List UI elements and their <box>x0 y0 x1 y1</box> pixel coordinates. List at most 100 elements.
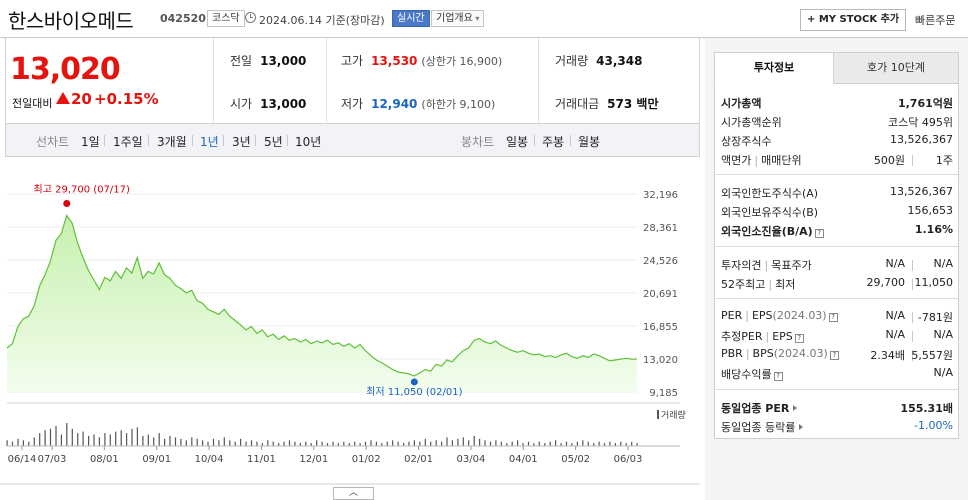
opinion-row: 투자의견 | 목표주가 N/A N/A <box>721 257 953 275</box>
tab-10y[interactable]: 10년 <box>295 135 322 149</box>
tab-monthly-candle[interactable]: 월봉 <box>578 135 601 149</box>
info-icon[interactable]: ? <box>794 334 804 343</box>
low-marker <box>410 378 418 386</box>
divider <box>912 331 913 342</box>
volume-bar <box>93 434 95 446</box>
par-value: 500원 <box>873 154 905 167</box>
divider <box>192 135 193 146</box>
pbr-label-text: PBR <box>721 347 743 360</box>
volume-bar <box>397 441 399 446</box>
high-value: 13,530 <box>371 54 418 68</box>
volume-bar <box>120 430 122 446</box>
volume-bar <box>430 441 432 446</box>
tab-daily-candle[interactable]: 일봉 <box>506 135 529 149</box>
volume-bar <box>576 441 578 446</box>
volume-bar <box>609 441 611 446</box>
shares-row: 상장주식수 13,526,367 <box>721 133 953 151</box>
volume-bar <box>381 443 383 446</box>
investment-info-panel: 투자정보 호가 10단계 시가총액 1,761억원 시가총액순위 코스닥 495… <box>705 38 968 500</box>
tab-weekly-candle[interactable]: 주봉 <box>542 135 565 149</box>
est-eps-label: EPS <box>772 330 793 343</box>
x-axis-label: 01/02 <box>352 454 381 465</box>
price-chart[interactable]: 32,196 28,361 24,526 20,691 16,855 13,020 9,18… <box>0 157 700 500</box>
info-icon[interactable]: ? <box>829 351 839 360</box>
volume-bar <box>451 440 453 447</box>
collapse-chart-button[interactable]: ︿ <box>333 487 374 500</box>
volume-bar <box>565 441 568 446</box>
eps-label: EPS <box>751 309 773 322</box>
volume-bar <box>636 443 638 446</box>
company-overview-button[interactable]: 기업개요 ▾ <box>431 10 485 27</box>
x-axis-label: 06/03 <box>614 454 643 465</box>
volume-bar <box>88 435 90 446</box>
pbr-row: PBR | BPS(2024.03)? 2.34배 5,557원 <box>721 347 953 365</box>
add-mystock-button[interactable]: + MY STOCK 추가 <box>800 9 907 31</box>
volume-bar <box>446 437 448 446</box>
tab-5y[interactable]: 5년 <box>264 135 283 149</box>
volume-bar <box>332 441 334 446</box>
divider <box>223 135 224 146</box>
realtime-button[interactable]: 실시간 <box>392 10 430 27</box>
volume-bar <box>261 443 263 446</box>
info-icon[interactable]: ? <box>828 313 838 322</box>
divider <box>534 135 535 146</box>
volume-bar <box>212 438 215 446</box>
info-icon[interactable]: ? <box>814 229 824 238</box>
volume-bar <box>39 433 41 446</box>
volume-bar <box>158 433 160 446</box>
divider <box>715 298 958 299</box>
volume-bar <box>370 440 372 447</box>
company-name[interactable]: 한스바이오메드 <box>8 9 134 33</box>
sector-change-row[interactable]: 동일업종 등락률 -1.00% <box>721 419 953 437</box>
high-label: 고가 <box>341 54 364 68</box>
volume-bar <box>17 438 19 446</box>
divider <box>213 38 214 124</box>
volume-bar <box>337 443 339 446</box>
market-cap-label: 시가총액 <box>721 97 762 110</box>
tab-3y[interactable]: 3년 <box>232 135 251 149</box>
volume-bar <box>549 441 551 446</box>
week52-low-label: 최저 <box>775 278 796 291</box>
per-value: N/A <box>885 309 905 322</box>
market-cap-row: 시가총액 1,761억원 <box>721 95 953 113</box>
volume-bar <box>479 438 481 446</box>
volume-bar <box>435 440 437 447</box>
volume-bar <box>386 441 388 446</box>
volume-bar <box>408 441 410 446</box>
volume-bar <box>625 443 627 446</box>
volume-bar <box>49 428 52 447</box>
x-axis-label: 09/01 <box>142 454 171 465</box>
volume-bar <box>424 438 426 446</box>
chevron-down-icon: ▾ <box>472 14 480 23</box>
per-row: PER | EPS(2024.03)? N/A -781원 <box>721 309 953 327</box>
divider <box>287 135 288 146</box>
open-value: 13,000 <box>260 97 307 111</box>
y-axis-label: 9,185 <box>649 388 678 399</box>
par-label: 액면가 | 매매단위 <box>721 154 802 167</box>
volume-bar <box>278 443 280 446</box>
y-axis-label: 16,855 <box>643 322 678 333</box>
tab-1y[interactable]: 1년 <box>200 135 219 149</box>
tab-1d[interactable]: 1일 <box>81 135 100 149</box>
bps-value: 5,557원 <box>911 349 953 362</box>
volume-legend-label: 거래량 <box>661 409 686 421</box>
tab-order-book[interactable]: 호가 10단계 <box>833 52 959 84</box>
tab-3m[interactable]: 3개월 <box>157 135 187 149</box>
volume-bar <box>326 443 329 446</box>
sector-per-row[interactable]: 동일업종 PER 155.31배 <box>721 400 953 418</box>
pbr-value: 2.34배 <box>870 349 905 362</box>
info-icon[interactable]: ? <box>773 372 783 381</box>
divider <box>104 135 105 146</box>
tab-1w[interactable]: 1주일 <box>113 135 143 149</box>
quick-order-link[interactable]: 빠른주문 <box>915 14 956 27</box>
triangle-right-icon <box>793 405 798 411</box>
volume-bar <box>256 441 258 446</box>
volume-bar <box>522 443 524 446</box>
volume-bar <box>147 434 149 446</box>
volume-bar <box>457 438 459 446</box>
foreign-limit-row: 외국인한도주식수(A) 13,526,367 <box>721 185 953 203</box>
divider <box>570 135 571 146</box>
trade-unit-value: 1주 <box>935 154 953 167</box>
change-percent: +0.15% <box>94 90 159 108</box>
tab-investment-info[interactable]: 투자정보 <box>714 52 834 84</box>
